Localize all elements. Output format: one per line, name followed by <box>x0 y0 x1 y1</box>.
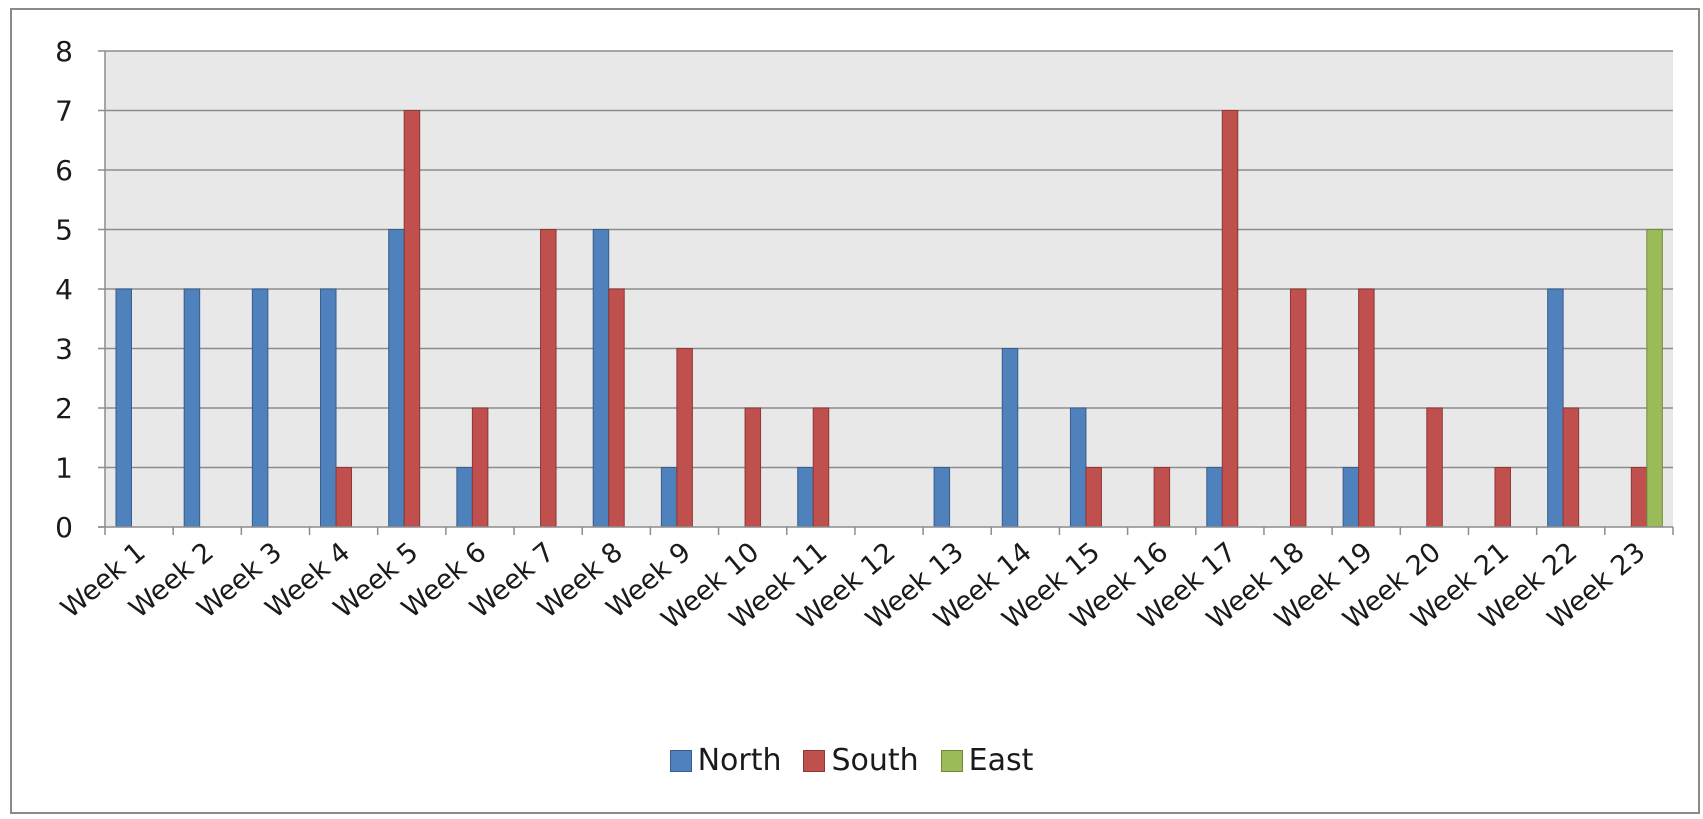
grid-lines <box>105 50 1673 469</box>
y-tick-label: 2 <box>55 392 73 425</box>
legend-swatch <box>669 750 692 772</box>
bar-east <box>1646 229 1663 528</box>
bar-south <box>403 110 421 528</box>
bar-north <box>933 467 951 528</box>
bar-south <box>335 467 353 528</box>
legend: North South East <box>0 746 1703 776</box>
legend-item-south: South <box>803 743 919 778</box>
bar-south <box>1630 467 1648 528</box>
bar-north <box>388 229 405 528</box>
legend-swatch <box>940 750 963 772</box>
legend-label: South <box>831 743 919 778</box>
bar-north <box>183 288 201 528</box>
legend-swatch <box>803 750 826 772</box>
bar-north <box>1547 288 1564 528</box>
bar-north <box>592 229 610 528</box>
y-axis-ticks: 0 1 2 3 4 5 6 7 8 <box>55 35 105 544</box>
y-tick-label: 8 <box>55 35 73 68</box>
y-tick-label: 3 <box>55 333 73 366</box>
bar-north <box>1206 467 1223 528</box>
bar-south <box>676 348 693 528</box>
axes <box>98 51 1674 535</box>
bar-north <box>1001 348 1019 528</box>
y-tick-label: 7 <box>55 95 73 128</box>
bar-south <box>1289 288 1307 528</box>
y-tick-label: 5 <box>55 214 73 247</box>
y-tick-label: 1 <box>55 452 73 485</box>
bar-south <box>1426 407 1443 528</box>
legend-item-north: North <box>669 743 782 778</box>
y-tick-label: 0 <box>55 511 73 544</box>
bar-south <box>744 407 762 528</box>
bar-south <box>812 407 830 528</box>
bar-south <box>1221 110 1239 528</box>
bar-south <box>1153 467 1171 528</box>
legend-label: East <box>968 743 1034 778</box>
bar-north <box>251 288 269 528</box>
bar-north <box>660 467 678 528</box>
bar-south <box>1085 467 1102 528</box>
y-tick-label: 6 <box>55 154 73 187</box>
bar-south <box>1562 407 1580 528</box>
bar-south <box>471 407 489 528</box>
bar-north <box>1069 407 1087 528</box>
legend-label: North <box>697 743 782 778</box>
bar-north <box>115 288 132 528</box>
bar-south <box>1494 467 1511 528</box>
bar-south <box>608 288 625 528</box>
bar-north <box>797 467 814 528</box>
bar-south <box>540 229 557 528</box>
bar-north <box>320 288 337 528</box>
y-tick-label: 4 <box>55 273 73 306</box>
bar-north <box>456 467 473 528</box>
bar-south <box>1358 288 1375 528</box>
legend-item-east: East <box>940 743 1034 778</box>
bar-north <box>1342 467 1360 528</box>
